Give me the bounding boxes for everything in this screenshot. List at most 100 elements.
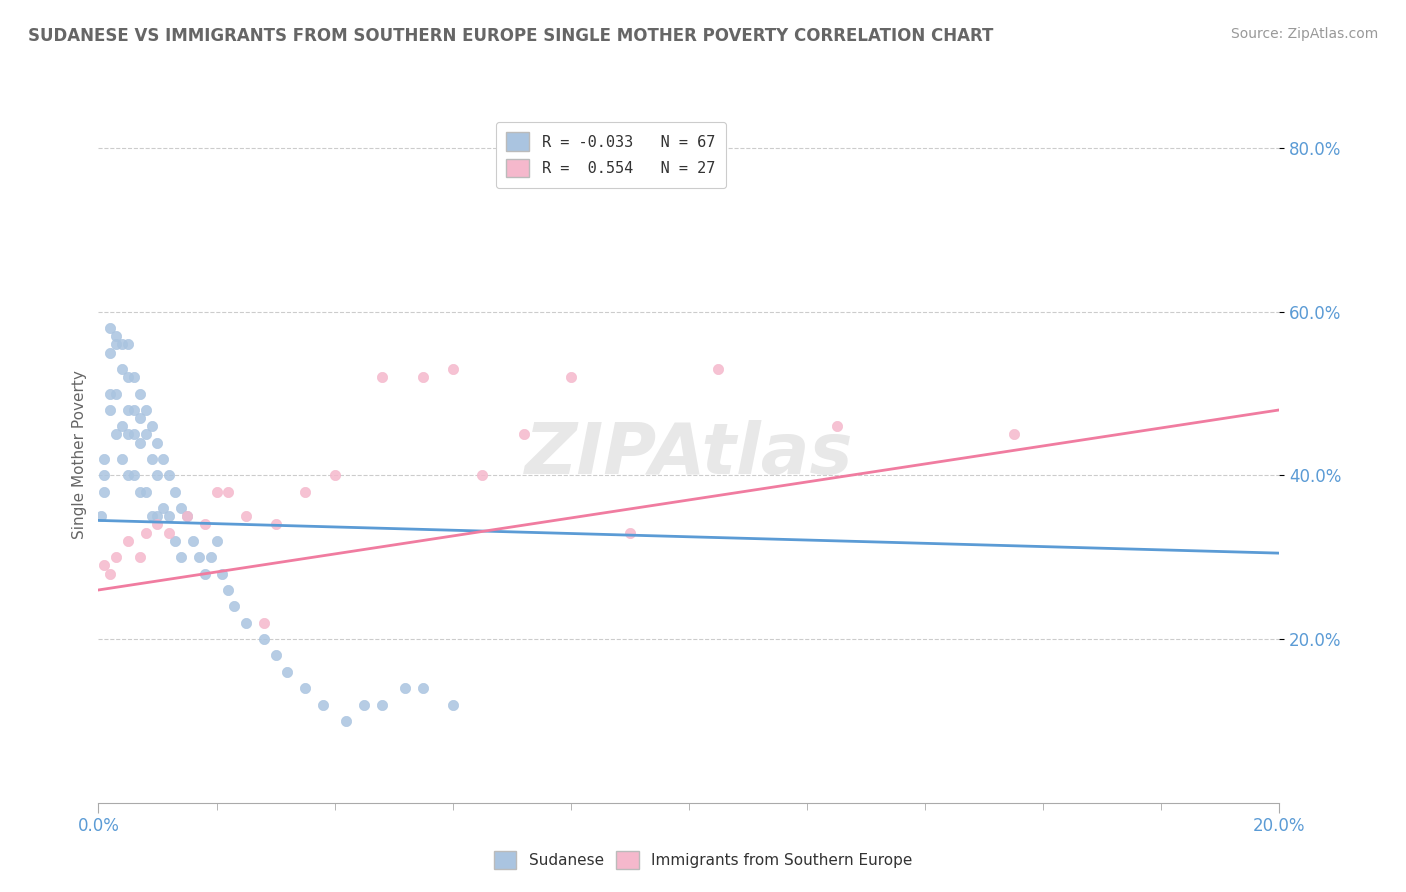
- Point: [165, 484, 187, 499]
- Point: [111, 362, 134, 376]
- Point: [224, 599, 246, 614]
- Point: [135, 525, 157, 540]
- Point: [98, 386, 121, 401]
- Point: [157, 509, 180, 524]
- Point: [441, 362, 464, 376]
- Point: [707, 362, 730, 376]
- Point: [194, 517, 217, 532]
- Point: [205, 484, 228, 499]
- Point: [441, 698, 464, 712]
- Point: [235, 509, 257, 524]
- Point: [353, 698, 375, 712]
- Point: [217, 582, 239, 597]
- Point: [157, 525, 180, 540]
- Point: [146, 435, 169, 450]
- Point: [111, 337, 134, 351]
- Point: [128, 435, 150, 450]
- Point: [141, 419, 163, 434]
- Point: [98, 345, 121, 359]
- Point: [122, 403, 145, 417]
- Point: [412, 681, 434, 696]
- Legend: Sudanese, Immigrants from Southern Europe: Sudanese, Immigrants from Southern Europ…: [488, 845, 918, 875]
- Point: [512, 427, 534, 442]
- Point: [141, 452, 163, 467]
- Point: [335, 714, 357, 728]
- Point: [93, 468, 115, 483]
- Point: [276, 665, 298, 679]
- Point: [146, 468, 169, 483]
- Point: [157, 468, 180, 483]
- Point: [253, 615, 276, 630]
- Point: [117, 370, 139, 384]
- Point: [122, 427, 145, 442]
- Point: [181, 533, 204, 548]
- Point: [1002, 427, 1025, 442]
- Point: [312, 698, 335, 712]
- Point: [165, 533, 187, 548]
- Point: [412, 370, 434, 384]
- Point: [170, 501, 193, 516]
- Point: [152, 452, 174, 467]
- Point: [93, 452, 115, 467]
- Point: [560, 370, 582, 384]
- Legend: R = -0.033   N = 67, R =  0.554   N = 27: R = -0.033 N = 67, R = 0.554 N = 27: [496, 121, 725, 188]
- Point: [128, 386, 150, 401]
- Y-axis label: Single Mother Poverty: Single Mother Poverty: [72, 370, 87, 540]
- Point: [135, 427, 157, 442]
- Point: [105, 427, 128, 442]
- Point: [105, 329, 128, 343]
- Point: [371, 370, 394, 384]
- Point: [135, 484, 157, 499]
- Point: [176, 509, 198, 524]
- Point: [176, 509, 198, 524]
- Point: [98, 566, 121, 581]
- Point: [93, 558, 115, 573]
- Point: [394, 681, 416, 696]
- Point: [825, 419, 848, 434]
- Point: [117, 468, 139, 483]
- Point: [128, 411, 150, 425]
- Text: ZIPAtlas: ZIPAtlas: [524, 420, 853, 490]
- Point: [253, 632, 276, 646]
- Point: [128, 550, 150, 565]
- Text: SUDANESE VS IMMIGRANTS FROM SOUTHERN EUROPE SINGLE MOTHER POVERTY CORRELATION CH: SUDANESE VS IMMIGRANTS FROM SOUTHERN EUR…: [28, 27, 994, 45]
- Point: [111, 419, 134, 434]
- Point: [371, 698, 394, 712]
- Point: [122, 370, 145, 384]
- Point: [111, 452, 134, 467]
- Point: [117, 403, 139, 417]
- Point: [146, 509, 169, 524]
- Point: [170, 550, 193, 565]
- Point: [235, 615, 257, 630]
- Text: Source: ZipAtlas.com: Source: ZipAtlas.com: [1230, 27, 1378, 41]
- Point: [135, 403, 157, 417]
- Point: [187, 550, 209, 565]
- Point: [152, 501, 174, 516]
- Point: [205, 533, 228, 548]
- Point: [294, 484, 316, 499]
- Point: [200, 550, 222, 565]
- Point: [105, 337, 128, 351]
- Point: [264, 517, 287, 532]
- Point: [471, 468, 494, 483]
- Point: [122, 468, 145, 483]
- Point: [105, 386, 128, 401]
- Point: [90, 509, 112, 524]
- Point: [98, 403, 121, 417]
- Point: [294, 681, 316, 696]
- Point: [117, 337, 139, 351]
- Point: [211, 566, 233, 581]
- Point: [128, 484, 150, 499]
- Point: [194, 566, 217, 581]
- Point: [93, 484, 115, 499]
- Point: [146, 517, 169, 532]
- Point: [117, 533, 139, 548]
- Point: [141, 509, 163, 524]
- Point: [264, 648, 287, 663]
- Point: [105, 550, 128, 565]
- Point: [217, 484, 239, 499]
- Point: [323, 468, 346, 483]
- Point: [117, 427, 139, 442]
- Point: [619, 525, 641, 540]
- Point: [98, 321, 121, 335]
